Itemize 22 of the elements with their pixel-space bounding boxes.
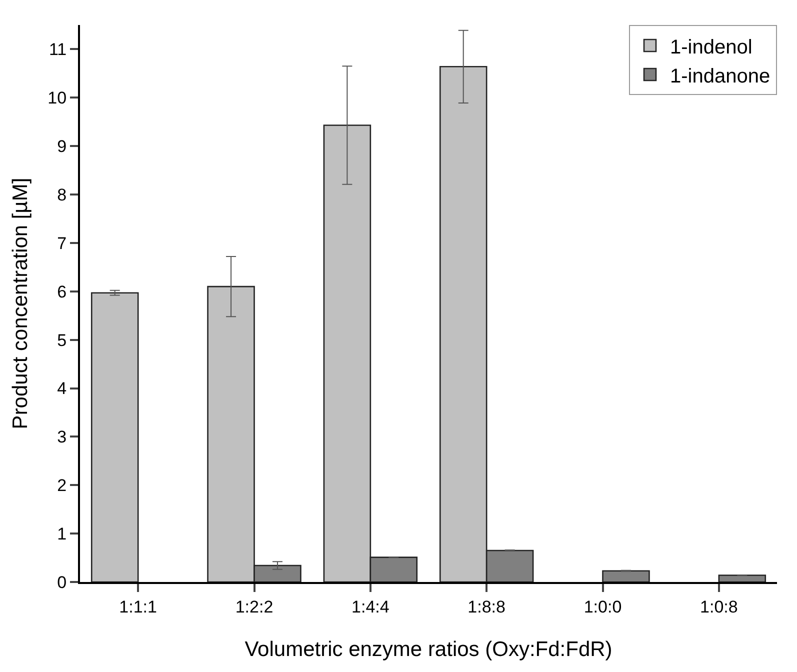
y-tick-label: 1: [57, 524, 67, 544]
y-tick-label: 4: [57, 379, 67, 398]
y-tick-label: 9: [57, 137, 67, 156]
y-tick-label: 6: [57, 282, 67, 302]
y-tick-label: 3: [57, 428, 67, 447]
y-axis-title: Product concentration [µM]: [9, 178, 32, 430]
x-tick-label: 1:8:8: [468, 597, 506, 616]
legend-label: 1-indanone: [670, 65, 770, 88]
y-tick-label: 11: [48, 40, 67, 60]
x-tick-label: 1:2:2: [235, 597, 274, 616]
y-tick-label: 10: [48, 88, 67, 108]
y-tick-label: 5: [57, 330, 67, 350]
x-axis-title: Volumetric enzyme ratios (Oxy:Fd:FdR): [244, 638, 612, 661]
x-tick-label: 1:4:4: [352, 597, 390, 616]
y-tick-label: 8: [57, 185, 67, 204]
x-tick-label: 1:1:1: [119, 597, 157, 616]
x-tick-label: 1:0:0: [584, 597, 622, 616]
y-tick-label: 7: [57, 234, 67, 253]
y-tick-label: 0: [57, 572, 67, 592]
y-tick-label: 2: [57, 476, 67, 496]
legend-label: 1-indenol: [670, 36, 752, 58]
x-tick-label: 1:0:8: [700, 597, 738, 616]
